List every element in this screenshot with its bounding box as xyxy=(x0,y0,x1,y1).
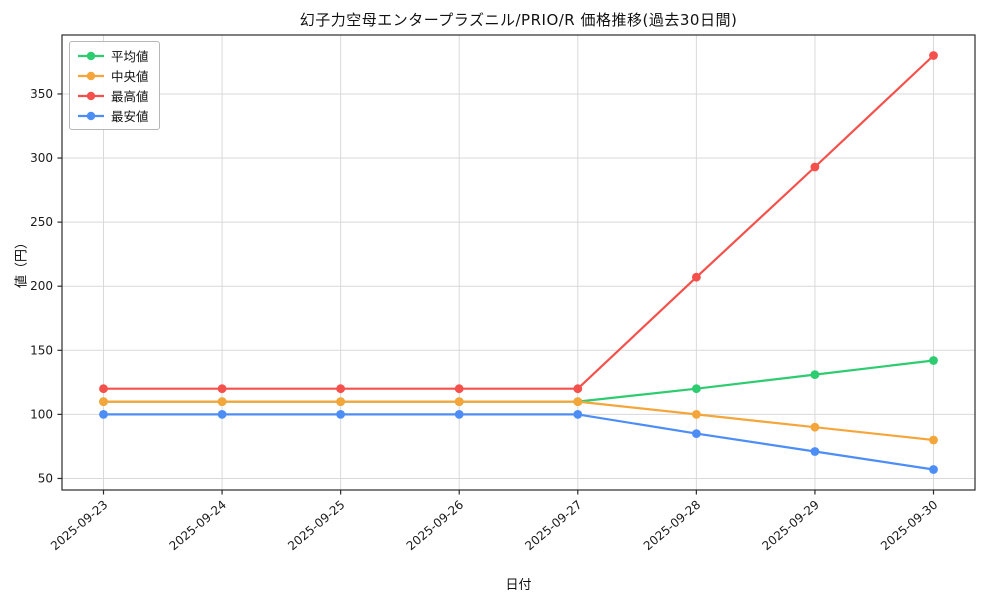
legend-label-highest: 最高値 xyxy=(111,89,149,104)
grid-lines xyxy=(62,35,975,490)
x-tick-label: 2025-09-26 xyxy=(404,498,466,554)
x-tick-label: 2025-09-23 xyxy=(48,498,110,554)
x-tick-label: 2025-09-28 xyxy=(641,498,703,554)
axis-tick-labels: 50 100 150 200 250 300 350 2025-09-23 2025-09-24… xyxy=(30,87,940,553)
legend-label-average: 平均値 xyxy=(111,49,149,64)
legend: 平均値中央値最高値最安値 xyxy=(69,41,160,130)
series-group xyxy=(99,51,938,474)
legend-line-marker-icon xyxy=(78,51,104,60)
series-line-average xyxy=(103,359,934,403)
series-line-lowest xyxy=(103,413,934,471)
plot-border xyxy=(61,34,976,491)
legend-item-average: 平均値 xyxy=(77,47,149,64)
y-tick-label: 150 xyxy=(30,343,53,357)
y-tick-label: 200 xyxy=(30,279,53,293)
legend-line-marker-icon xyxy=(78,111,104,120)
legend-item-lowest: 最安値 xyxy=(77,107,149,124)
x-tick-label: 2025-09-25 xyxy=(285,498,347,554)
legend-item-highest: 最高値 xyxy=(77,87,149,104)
legend-line-marker-icon xyxy=(78,71,104,80)
x-axis-label: 日付 xyxy=(505,578,532,593)
legend-label-lowest: 最安値 xyxy=(111,109,149,124)
series-line-median xyxy=(103,400,934,442)
y-tick-label: 250 xyxy=(30,215,53,229)
x-tick-label: 2025-09-29 xyxy=(759,498,821,554)
axis-ticks xyxy=(57,93,935,495)
y-tick-label: 50 xyxy=(38,471,53,485)
legend-label-median: 中央値 xyxy=(111,69,149,84)
series-markers-highest xyxy=(99,51,938,394)
y-tick-label: 100 xyxy=(30,407,53,421)
x-tick-label: 2025-09-30 xyxy=(878,498,940,554)
chart-title: 幻子力空母エンタープラズニル/PRIO/R 価格推移(過去30日間) xyxy=(299,11,738,29)
legend-item-median: 中央値 xyxy=(77,67,149,84)
x-tick-label: 2025-09-27 xyxy=(522,498,584,554)
x-tick-label: 2025-09-24 xyxy=(167,498,229,554)
y-tick-label: 350 xyxy=(30,87,53,101)
series-markers-lowest xyxy=(99,410,938,474)
y-tick-label: 300 xyxy=(30,151,53,165)
legend-line-marker-icon xyxy=(78,91,104,100)
series-line-highest xyxy=(103,54,935,390)
series-markers-median xyxy=(99,397,938,445)
